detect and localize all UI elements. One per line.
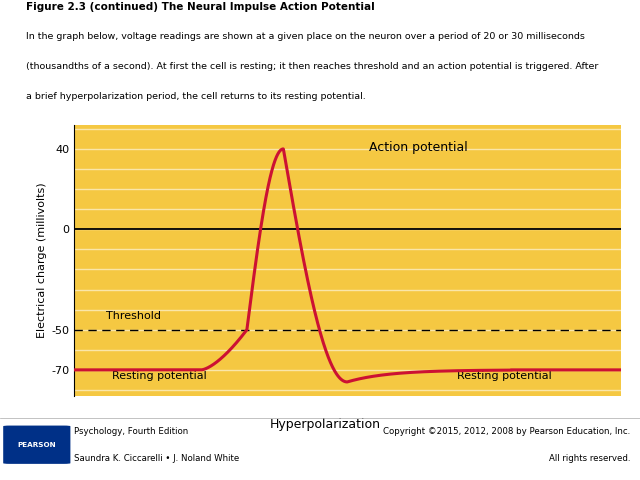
Text: In the graph below, voltage readings are shown at a given place on the neuron ov: In the graph below, voltage readings are… xyxy=(26,32,584,41)
Text: PEARSON: PEARSON xyxy=(17,442,56,448)
Text: (thousandths of a second). At first the cell is resting; it then reaches thresho: (thousandths of a second). At first the … xyxy=(26,62,598,71)
Text: All rights reserved.: All rights reserved. xyxy=(549,454,630,463)
Text: Threshold: Threshold xyxy=(106,311,161,321)
Text: Figure 2.3 (continued) The Neural Impulse Action Potential: Figure 2.3 (continued) The Neural Impuls… xyxy=(26,2,374,12)
Y-axis label: Electrical charge (millivolts): Electrical charge (millivolts) xyxy=(37,182,47,338)
Text: Action potential: Action potential xyxy=(369,141,468,154)
Text: Copyright ©2015, 2012, 2008 by Pearson Education, Inc.: Copyright ©2015, 2012, 2008 by Pearson E… xyxy=(383,427,630,436)
Text: Resting potential: Resting potential xyxy=(456,371,552,381)
Text: Psychology, Fourth Edition: Psychology, Fourth Edition xyxy=(74,427,188,436)
Text: a brief hyperpolarization period, the cell returns to its resting potential.: a brief hyperpolarization period, the ce… xyxy=(26,92,365,101)
Text: Resting potential: Resting potential xyxy=(112,371,207,381)
Text: Hyperpolarization: Hyperpolarization xyxy=(270,418,381,431)
FancyBboxPatch shape xyxy=(3,426,70,464)
Text: Saundra K. Ciccarelli • J. Noland White: Saundra K. Ciccarelli • J. Noland White xyxy=(74,454,239,463)
